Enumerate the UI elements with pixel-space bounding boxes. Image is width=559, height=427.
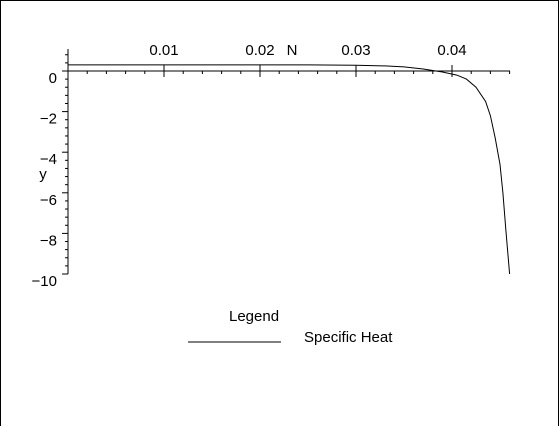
y-tick-label: 0: [49, 70, 57, 87]
y-tick-label: −10: [32, 273, 57, 290]
series-line-specific-heat: [68, 64, 511, 275]
x-tick-label: 0.03: [341, 42, 370, 59]
x-tick-label: 0.02: [245, 42, 274, 59]
x-axis-label: N: [287, 42, 298, 59]
y-tick-label: −8: [40, 232, 57, 249]
y-axis-label: y: [39, 166, 47, 183]
x-tick-label: 0.04: [437, 42, 466, 59]
legend: Legend Specific Heat: [188, 308, 393, 346]
y-tick-label: −6: [40, 192, 57, 209]
legend-title: Legend: [229, 308, 279, 325]
y-tick-label: −2: [40, 111, 57, 128]
legend-label-specific-heat: Specific Heat: [304, 329, 393, 346]
tick-labels-layer: 0.01 0.02 0.03 0.04 0 −2 −4 −6 −8 −10: [32, 42, 467, 290]
y-tick-label: −4: [40, 151, 57, 168]
axes-layer: [67, 49, 510, 274]
ticks-layer: [62, 54, 511, 275]
x-tick-label: 0.01: [149, 42, 178, 59]
